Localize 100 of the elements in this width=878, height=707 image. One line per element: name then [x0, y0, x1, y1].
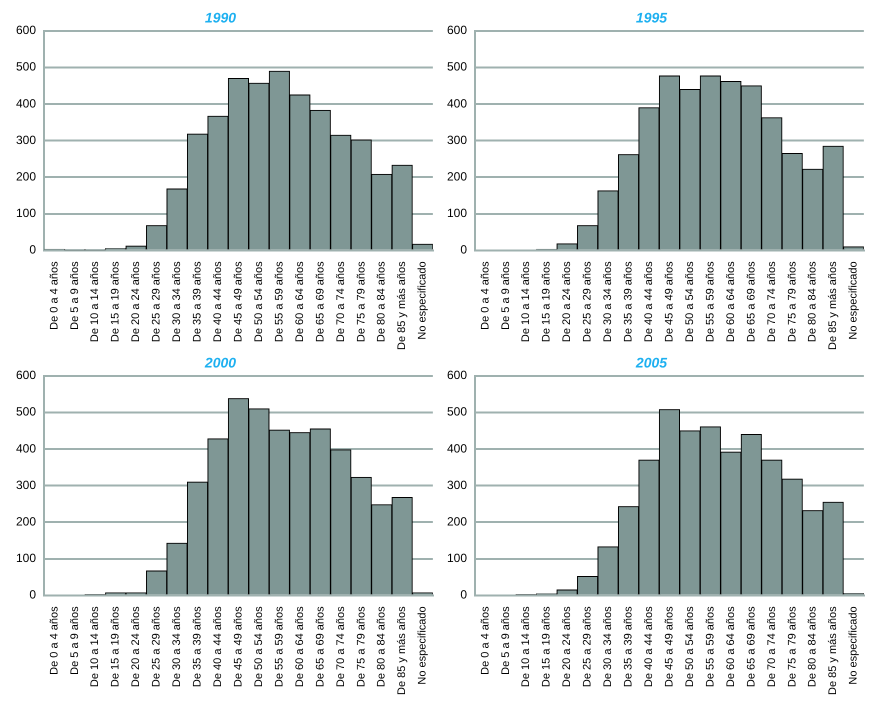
x-tick-label: De 60 a 64 años — [294, 260, 306, 342]
x-tick-label: De 60 a 64 años — [294, 606, 306, 688]
x-tick-label: De 50 a 54 años — [252, 260, 265, 342]
x-tick-label: De 40 a 44 años — [212, 260, 224, 342]
x-tick-label: De 80 a 84 años — [376, 260, 388, 342]
x-tick-label: De 15 a 19 años — [540, 606, 553, 688]
chart-title: 1995 — [636, 9, 668, 26]
y-tick-label: 200 — [446, 514, 468, 528]
x-tick-label: De 25 a 29 años — [582, 606, 594, 688]
x-tick-label: De 20 a 24 años — [130, 260, 142, 342]
x-tick-label: De 10 a 14 años — [89, 260, 102, 342]
chart-title: 2005 — [634, 354, 668, 370]
chart-title: 1990 — [204, 9, 236, 26]
x-tick-label: De 25 a 29 años — [582, 260, 594, 342]
y-tick-label: 100 — [446, 206, 468, 220]
y-tick-label: 0 — [29, 588, 36, 602]
y-tick-label: 500 — [446, 60, 468, 74]
x-tick-label: De 75 a 79 años — [786, 260, 798, 342]
y-tick-label: 200 — [446, 169, 468, 184]
y-tick-label: 100 — [16, 206, 36, 220]
x-tick-label: De 85 y más años — [396, 606, 408, 695]
x-tick-label: De 25 a 29 años — [150, 260, 163, 342]
y-tick-label: 100 — [16, 551, 36, 566]
x-tick-label: De 80 a 84 años — [806, 260, 819, 342]
x-tick-label: De 80 a 84 años — [806, 606, 819, 688]
x-tick-label: De 5 a 9 años — [68, 260, 81, 330]
x-tick-label: De 35 a 39 años — [622, 606, 635, 688]
y-tick-label: 300 — [446, 132, 468, 147]
x-tick-label: De 0 a 4 años — [479, 606, 492, 675]
x-tick-label: De 85 y más años — [396, 260, 408, 350]
x-tick-label: De 80 a 84 años — [376, 606, 388, 688]
x-tick-label: De 5 a 9 años — [500, 260, 512, 330]
y-tick-label: 200 — [16, 169, 36, 184]
x-tick-label: De 15 a 19 años — [540, 260, 553, 342]
x-tick-label: No especificado — [848, 606, 860, 685]
x-tick-label: No especificado — [848, 261, 860, 340]
x-tick-label: De 45 a 49 años — [663, 606, 676, 688]
x-tick-label: De 50 a 54 años — [684, 260, 696, 342]
x-tick-label: De 55 a 59 años — [704, 606, 716, 688]
y-tick-label: 100 — [446, 551, 468, 566]
x-tick-label: De 30 a 34 años — [171, 260, 184, 342]
y-tick-label: 600 — [16, 368, 36, 382]
x-tick-label: De 55 a 59 años — [704, 260, 716, 342]
y-tick-label: 0 — [460, 242, 468, 257]
x-tick-label: De 75 a 79 años — [355, 260, 368, 342]
x-tick-label: De 15 a 19 años — [110, 260, 122, 342]
x-tick-label: De 5 a 9 años — [500, 606, 512, 675]
x-tick-label: No especificado — [416, 606, 429, 685]
x-tick-label: No especificado — [416, 261, 429, 340]
y-tick-label: 400 — [446, 441, 468, 456]
x-tick-label: De 65 a 69 años — [745, 606, 758, 688]
y-tick-label: 300 — [16, 478, 36, 492]
x-tick-label: De 0 a 4 años — [479, 260, 492, 330]
x-tick-label: De 30 a 34 años — [602, 260, 614, 342]
x-tick-label: De 65 a 69 años — [745, 260, 758, 342]
x-tick-label: De 50 a 54 años — [252, 606, 265, 688]
x-tick-label: De 0 a 4 años — [48, 260, 60, 330]
x-tick-label: De 65 a 69 años — [314, 606, 326, 688]
x-tick-label: De 45 a 49 años — [663, 260, 676, 342]
x-tick-label: De 70 a 74 años — [334, 260, 347, 342]
x-tick-label: De 0 a 4 años — [48, 606, 60, 675]
y-tick-label: 600 — [446, 368, 468, 382]
x-tick-label: De 40 a 44 años — [643, 260, 656, 342]
x-tick-label: De 60 a 64 años — [724, 260, 737, 342]
y-tick-label: 500 — [446, 404, 468, 419]
x-tick-label: De 20 a 24 años — [561, 606, 574, 688]
x-tick-label: De 30 a 34 años — [602, 606, 614, 688]
x-tick-label: De 10 a 14 años — [520, 606, 532, 688]
x-tick-label: De 75 a 79 años — [786, 606, 798, 688]
x-tick-label: De 70 a 74 años — [766, 606, 778, 688]
x-tick-label: De 60 a 64 años — [724, 606, 737, 688]
x-tick-label: De 55 a 59 años — [273, 260, 286, 342]
x-tick-label: De 70 a 74 años — [766, 260, 778, 342]
x-tick-label: De 75 a 79 años — [355, 606, 368, 688]
x-tick-label: De 25 a 29 años — [150, 606, 163, 688]
x-tick-label: De 65 a 69 años — [314, 260, 326, 342]
x-tick-label: De 20 a 24 años — [130, 606, 142, 688]
y-tick-label: 300 — [446, 478, 468, 492]
x-tick-label: De 70 a 74 años — [334, 606, 347, 688]
x-tick-label: De 5 a 9 años — [68, 606, 81, 675]
y-tick-label: 300 — [16, 132, 36, 147]
x-tick-label: De 10 a 14 años — [520, 260, 532, 342]
x-tick-label: De 30 a 34 años — [171, 606, 184, 688]
x-tick-label: De 40 a 44 años — [643, 606, 656, 688]
x-tick-label: De 45 a 49 años — [232, 606, 244, 688]
y-tick-label: 200 — [16, 514, 36, 528]
y-tick-label: 500 — [16, 60, 36, 74]
y-tick-label: 500 — [16, 404, 36, 419]
x-tick-label: De 85 y más años — [827, 260, 840, 350]
x-tick-label: De 10 a 14 años — [89, 606, 102, 688]
chart-title: 2000 — [204, 354, 236, 370]
y-tick-label: 400 — [16, 441, 36, 456]
x-tick-label: De 50 a 54 años — [684, 606, 696, 688]
y-tick-label: 600 — [16, 23, 36, 38]
x-tick-label: De 35 a 39 años — [192, 260, 204, 342]
x-tick-label: De 15 a 19 años — [110, 606, 122, 688]
x-tick-label: De 40 a 44 años — [212, 606, 224, 688]
x-tick-label: De 85 y más años — [827, 606, 840, 695]
y-tick-label: 600 — [446, 23, 468, 38]
y-tick-label: 400 — [446, 96, 468, 110]
